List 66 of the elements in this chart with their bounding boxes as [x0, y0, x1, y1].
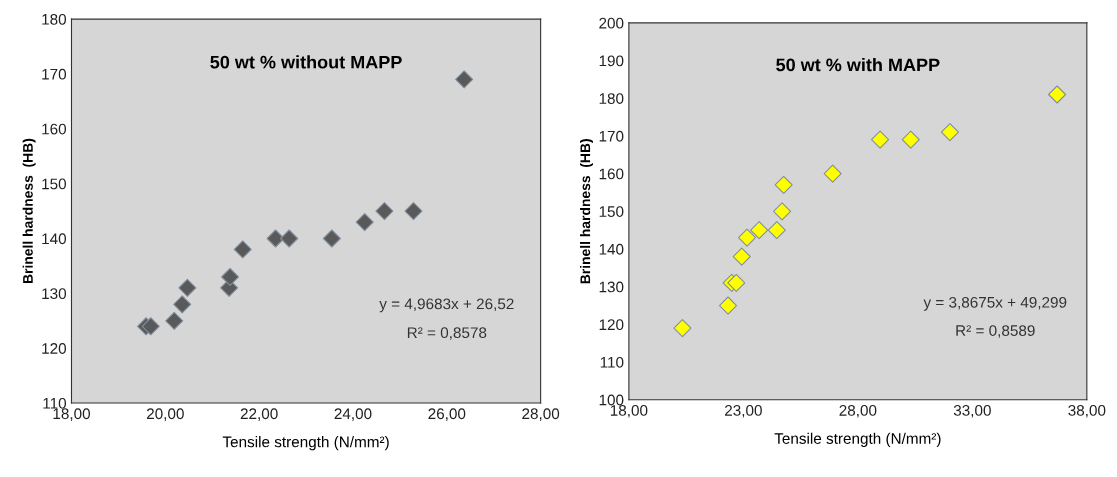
- y-tick-label: 120: [599, 319, 624, 331]
- x-tick-label: 26,00: [428, 408, 466, 421]
- x-tick-label: 33,00: [953, 404, 991, 418]
- point: [280, 229, 299, 248]
- point: [901, 130, 920, 149]
- annotation: y = 4,9683x + 26,52: [379, 298, 514, 313]
- y-tick-label: 180: [42, 13, 67, 25]
- point: [173, 295, 192, 314]
- x-tick-label: 28,00: [839, 404, 877, 418]
- point: [737, 228, 757, 247]
- y-tick-label: 140: [599, 243, 624, 255]
- y-tick-label: 170: [599, 130, 624, 142]
- point: [673, 319, 692, 338]
- x-axis-title: Tensile strength (N/mm²): [222, 436, 389, 451]
- point: [220, 267, 240, 286]
- x-tick-label: 38,00: [1068, 404, 1106, 418]
- annotation: R² = 0,8589: [956, 325, 1035, 338]
- point: [165, 311, 184, 330]
- point: [404, 202, 423, 221]
- x-tick-label: 22,00: [240, 408, 278, 421]
- point: [455, 70, 474, 89]
- point: [774, 175, 793, 194]
- x-tick-label: 20,00: [146, 408, 184, 421]
- x-tick-label: 28,00: [522, 408, 560, 421]
- y-tick-label: 200: [599, 17, 624, 29]
- y-tick-label: 110: [600, 356, 624, 368]
- y-axis-title: Brinell hardness (HB): [22, 138, 36, 284]
- y-tick-label: 110: [43, 397, 67, 409]
- text: 50 wt % without MAPP: [210, 55, 402, 69]
- point: [355, 212, 374, 232]
- x-axis-title: Tensile strength (N/mm²): [774, 432, 941, 447]
- point: [375, 202, 394, 221]
- x-tick-label: 18,00: [53, 408, 91, 421]
- annotation: y = 3,8675x + 49,299: [923, 296, 1067, 311]
- y-tick-label: 100: [599, 394, 624, 406]
- annotation: R² = 0,8578: [407, 327, 487, 340]
- point: [732, 247, 751, 266]
- y-tick-label: 160: [42, 123, 67, 135]
- x-tick-label: 23,00: [725, 404, 762, 418]
- y-tick-label: 170: [42, 68, 67, 80]
- y-tick-label: 160: [599, 168, 624, 180]
- text: 50 wt % with MAPP: [776, 58, 940, 72]
- point: [750, 221, 769, 240]
- point: [718, 296, 738, 315]
- point: [266, 229, 285, 248]
- point: [767, 221, 786, 240]
- point: [773, 202, 792, 221]
- point: [727, 273, 746, 292]
- point: [1048, 85, 1067, 104]
- point: [322, 229, 341, 248]
- y-axis-title: Brinell hardness (HB): [580, 139, 593, 284]
- y-tick-label: 120: [42, 343, 67, 354]
- point: [823, 164, 842, 183]
- y-tick-label: 130: [42, 288, 67, 300]
- y-tick-label: 150: [599, 206, 624, 217]
- point: [178, 278, 197, 297]
- point: [940, 123, 959, 142]
- point: [141, 317, 160, 336]
- y-tick-label: 190: [599, 55, 624, 67]
- point: [871, 130, 890, 149]
- y-tick-label: 180: [599, 93, 624, 104]
- y-tick-label: 140: [42, 233, 67, 245]
- y-tick-label: 130: [599, 281, 624, 293]
- x-tick-label: 24,00: [334, 408, 372, 421]
- point: [233, 240, 252, 259]
- y-tick-label: 150: [42, 178, 67, 190]
